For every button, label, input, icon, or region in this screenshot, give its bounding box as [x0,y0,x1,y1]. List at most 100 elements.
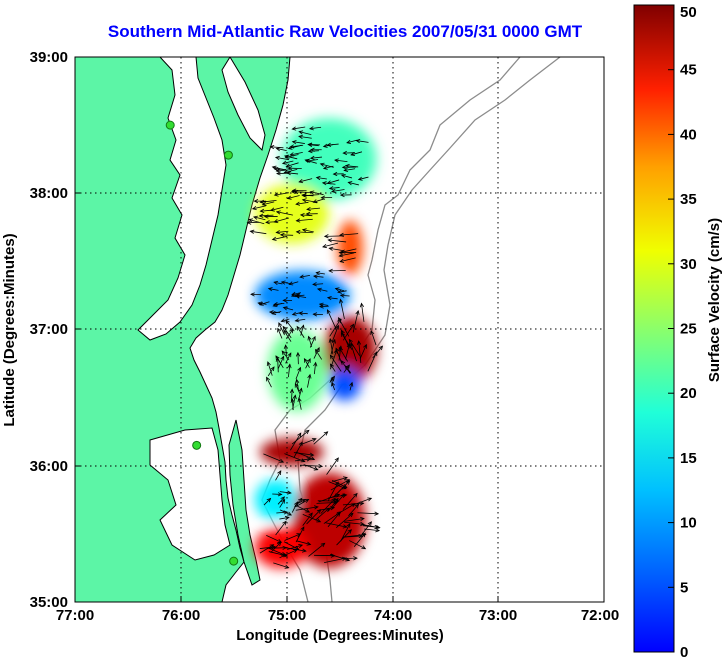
velocity-arrow [295,367,301,380]
velocity-arrow-head [282,325,287,331]
velocity-arrow-head [299,274,305,279]
velocity-arrow-head [258,301,264,306]
x-tick-label: 75:00 [268,607,306,624]
velocity-arrow-head [328,246,334,251]
velocity-arrow [284,168,298,174]
velocity-arrow-head [374,511,380,516]
colorbar-tick-label: 50 [680,4,697,21]
velocity-arrow-head [306,541,312,546]
velocity-arrow [293,452,314,456]
delaware-bay [221,57,266,152]
velocity-arrow [341,330,350,349]
velocity-arrow [348,504,359,517]
velocity-arrow [270,146,284,149]
velocity-arrow [279,499,285,508]
velocity-arrow-head [340,493,346,498]
velocity-arrow-head [275,355,280,361]
velocity-patch [260,438,324,466]
velocity-arrow [300,438,317,445]
velocity-arrow [346,139,358,144]
velocity-arrow [273,562,289,569]
velocity-arrow-head [258,213,264,218]
chesapeake-bay [137,57,227,341]
velocity-arrow [323,165,334,169]
velocity-arrow-head [281,498,286,504]
velocity-arrow-head [341,556,347,561]
velocity-arrow [335,513,354,528]
radar-station-marker [229,556,239,566]
velocity-arrow-head [284,515,290,521]
velocity-arrow-head [288,281,294,286]
velocity-arrow-head [328,268,333,273]
velocity-arrow [290,432,302,451]
velocity-arrow [330,363,336,372]
radar-stations [165,120,239,566]
velocity-arrow [352,310,359,333]
velocity-arrow-head [294,545,300,550]
velocity-arrow-head [285,319,290,325]
velocity-arrow [313,275,324,278]
velocity-arrow [299,178,313,183]
y-tick-label: 37:00 [30,321,68,338]
velocity-arrow [276,148,287,151]
velocity-arrow-head [361,545,367,550]
velocity-arrow-head [354,503,360,509]
velocity-arrow [339,233,359,236]
velocity-arrow [279,549,298,559]
velocity-arrow [350,151,363,156]
velocity-arrow-head [316,518,322,523]
velocity-arrow-head [346,522,351,528]
velocity-arrow [267,547,286,556]
velocity-arrow-head [315,175,321,181]
velocity-arrow-head [271,236,277,241]
velocity-arrow [284,533,301,541]
velocity-arrow-head [296,325,301,331]
velocity-arrow [286,162,299,167]
grid-lines [75,57,604,602]
velocity-arrow [327,297,338,300]
velocity-arrow-head [268,310,274,315]
velocity-arrow-head [265,220,270,225]
velocity-arrow [252,205,266,210]
y-tick-label: 39:00 [30,49,68,66]
velocity-arrow-head [345,480,351,485]
velocity-arrow-head [336,511,342,516]
velocity-arrow-head [375,525,381,530]
velocity-patch [254,183,329,244]
velocity-arrow [294,504,310,513]
velocity-arrow [259,301,270,306]
velocity-arrow-head [326,180,332,185]
velocity-arrow-head [308,512,313,518]
velocity-arrow-head [338,345,343,351]
velocity-arrow-head [278,322,283,327]
velocity-arrow [300,274,310,278]
velocity-arrow-head [275,230,281,235]
velocity-arrow-head [261,201,267,206]
velocity-arrow [259,544,274,554]
velocity-arrow-head [277,538,283,543]
velocity-arrow-head [277,492,283,497]
velocity-arrow [341,248,357,253]
velocity-arrow-head [351,503,356,508]
velocity-arrow-head [287,511,293,516]
velocity-arrow-head [347,529,352,534]
velocity-arrow [294,191,311,193]
velocity-arrow-head [313,466,319,471]
velocity-arrow [313,283,324,285]
velocity-arrow [323,511,342,524]
velocity-arrow-head [305,508,311,513]
velocity-arrow-head [322,244,327,249]
velocity-arrow-head [276,541,282,547]
velocity-arrow [295,318,306,322]
velocity-arrow-head [290,189,296,194]
velocity-arrow-head [253,215,258,220]
velocity-arrow-head [298,441,303,447]
velocity-arrow [327,143,339,146]
velocity-arrow-head [295,378,300,384]
pamlico-sound [149,427,231,561]
velocity-arrow-head [307,335,312,341]
velocity-arrow-head [306,457,312,462]
velocity-arrow [372,345,383,359]
velocity-arrow [327,309,337,330]
velocity-arrow-head [297,432,302,438]
